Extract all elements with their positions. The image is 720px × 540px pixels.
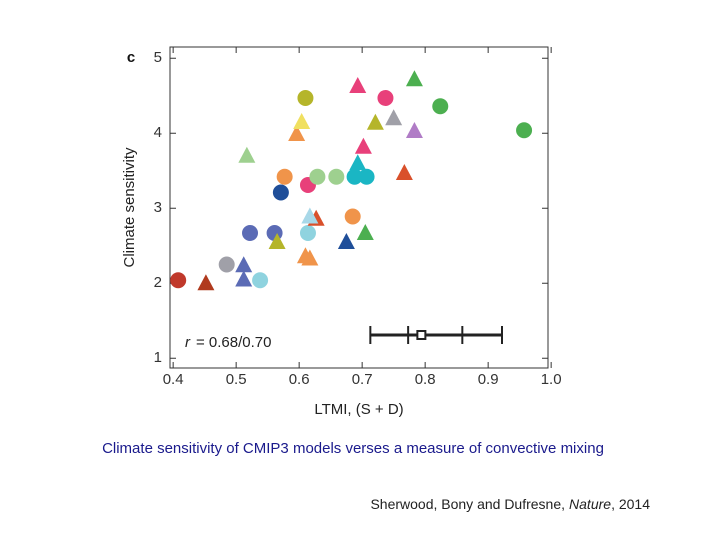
point [235, 270, 253, 287]
panel-label: c [127, 49, 135, 66]
point [218, 256, 235, 273]
point [288, 125, 306, 141]
point [301, 207, 319, 224]
point [252, 272, 269, 289]
point [349, 154, 367, 171]
y-tick-label: 4 [154, 124, 162, 141]
point [337, 233, 355, 249]
point [405, 122, 423, 138]
x-tick-label: 0.7 [352, 371, 373, 388]
point [395, 164, 413, 180]
point [432, 98, 449, 115]
y-tick-label: 3 [154, 199, 162, 216]
x-axis-label: LTMI, (S + D) [314, 401, 403, 418]
citation: Sherwood, Bony and Dufresne, Nature, 2014 [370, 496, 650, 512]
citation-authors: Sherwood, Bony and Dufresne, [370, 496, 566, 512]
error-center [416, 330, 427, 340]
y-tick-label: 2 [154, 274, 162, 291]
point [344, 208, 361, 225]
x-tick-label: 0.9 [478, 371, 499, 388]
point [309, 168, 326, 185]
caption: Climate sensitivity of CMIP3 models vers… [102, 440, 604, 457]
point [197, 274, 215, 291]
point [354, 137, 372, 154]
x-tick-label: 0.5 [226, 371, 247, 388]
point [268, 233, 286, 249]
point [356, 224, 374, 240]
citation-year: , 2014 [611, 496, 650, 512]
x-tick-label: 0.6 [289, 371, 310, 388]
point [293, 113, 311, 129]
citation-journal: Nature [569, 496, 612, 512]
point [349, 77, 367, 93]
y-tick-label: 1 [154, 349, 162, 366]
point [235, 256, 253, 273]
annotation-var: r [185, 334, 191, 351]
point [242, 225, 259, 241]
point [297, 90, 314, 106]
point [299, 225, 316, 241]
y-axis-label: Climate sensitivity [121, 147, 138, 268]
point [366, 113, 384, 130]
point [272, 184, 289, 201]
x-tick-label: 1.0 [541, 371, 562, 388]
point [301, 249, 319, 266]
x-tick-label: 0.8 [415, 371, 436, 388]
point [328, 168, 345, 185]
point [516, 122, 533, 139]
point [347, 164, 365, 181]
point [238, 146, 256, 163]
point [276, 168, 293, 185]
point [170, 272, 187, 289]
point [405, 70, 423, 87]
point [385, 109, 403, 126]
x-tick-label: 0.4 [163, 371, 184, 388]
point [377, 90, 394, 106]
y-tick-label: 5 [154, 49, 162, 66]
annotation: = 0.68/0.70 [196, 334, 271, 351]
plot-frame [169, 46, 549, 369]
